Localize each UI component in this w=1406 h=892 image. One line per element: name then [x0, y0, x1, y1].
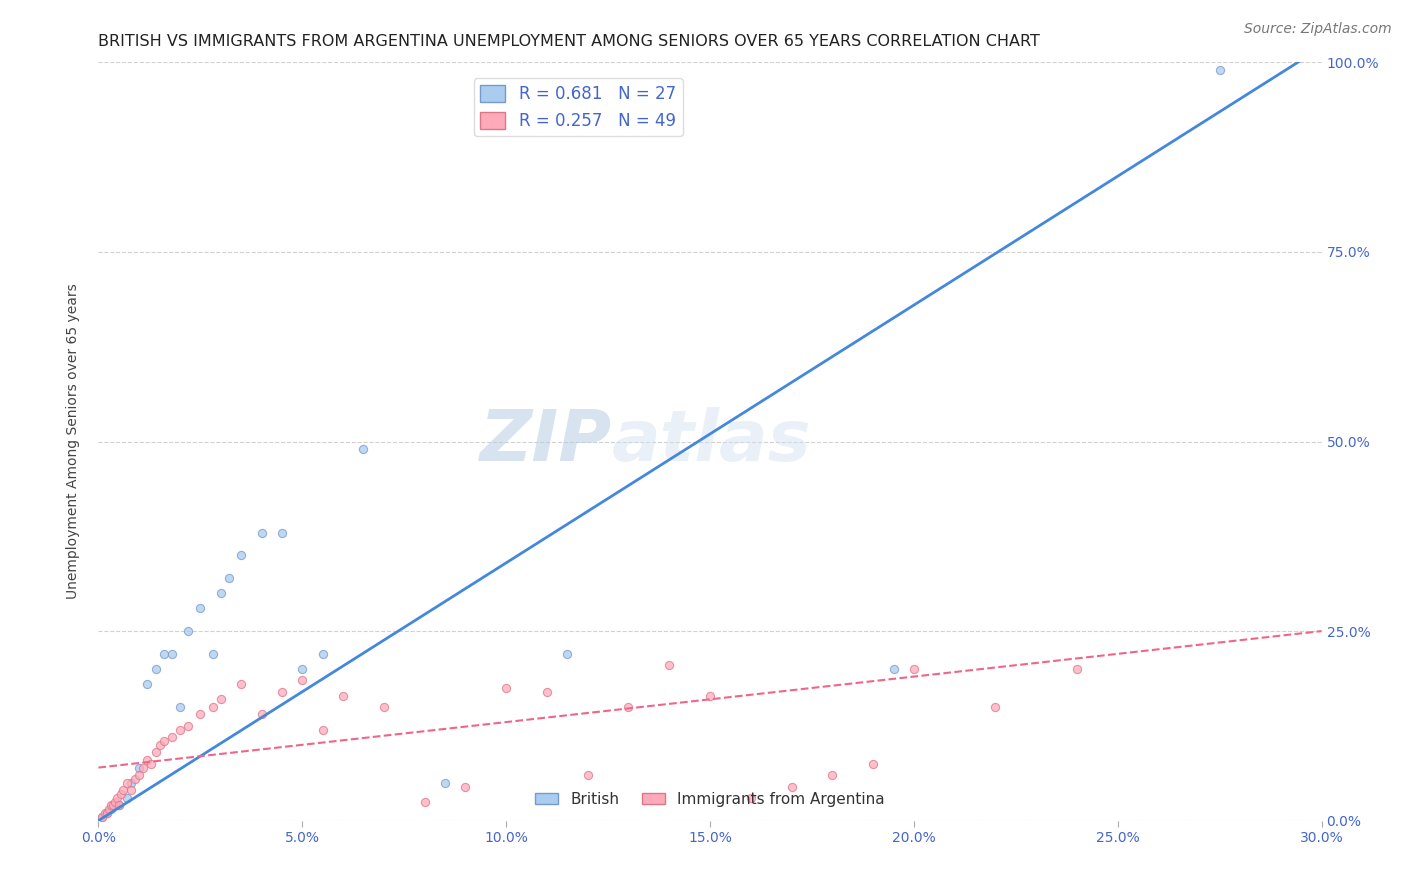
Point: [903, 662, 925, 676]
Point: [120, 783, 142, 797]
Point: [110, 787, 132, 801]
Point: [250, 707, 273, 722]
Point: [188, 601, 212, 615]
Point: [169, 699, 191, 714]
Point: [291, 662, 314, 676]
Point: [1208, 62, 1232, 77]
Point: [780, 780, 803, 794]
Point: [312, 723, 335, 737]
Point: [105, 791, 128, 805]
Y-axis label: Unemployment Among Seniors over 65 years: Unemployment Among Seniors over 65 years: [66, 284, 80, 599]
Point: [883, 662, 905, 676]
Point: [231, 548, 253, 563]
Point: [209, 586, 232, 600]
Point: [111, 783, 134, 797]
Point: [132, 760, 155, 774]
Text: BRITISH VS IMMIGRANTS FROM ARGENTINA UNEMPLOYMENT AMONG SENIORS OVER 65 YEARS CO: BRITISH VS IMMIGRANTS FROM ARGENTINA UNE…: [98, 34, 1040, 49]
Point: [149, 738, 172, 752]
Point: [128, 760, 150, 774]
Point: [91, 810, 114, 824]
Point: [1066, 662, 1088, 676]
Point: [128, 768, 150, 782]
Point: [177, 624, 200, 639]
Point: [740, 791, 762, 805]
Point: [201, 699, 224, 714]
Point: [124, 772, 146, 786]
Point: [699, 689, 721, 703]
Point: [291, 673, 314, 688]
Point: [96, 806, 118, 821]
Point: [100, 802, 122, 816]
Point: [555, 647, 579, 661]
Point: [177, 719, 200, 733]
Text: Source: ZipAtlas.com: Source: ZipAtlas.com: [1244, 22, 1392, 37]
Text: atlas: atlas: [612, 407, 811, 476]
Point: [862, 756, 884, 771]
Point: [576, 768, 599, 782]
Point: [413, 795, 436, 809]
Point: [373, 699, 395, 714]
Point: [108, 798, 131, 813]
Point: [433, 776, 456, 790]
Point: [115, 776, 138, 790]
Point: [218, 571, 240, 585]
Point: [108, 798, 131, 813]
Point: [536, 685, 558, 699]
Legend: British, Immigrants from Argentina: British, Immigrants from Argentina: [529, 786, 891, 813]
Point: [270, 525, 294, 540]
Point: [658, 658, 681, 673]
Point: [104, 795, 127, 809]
Point: [188, 707, 212, 722]
Point: [209, 692, 232, 706]
Point: [312, 647, 335, 661]
Point: [93, 806, 115, 821]
Point: [136, 753, 159, 767]
Point: [91, 810, 114, 824]
Point: [250, 525, 273, 540]
Point: [145, 746, 167, 760]
Point: [136, 677, 159, 691]
Point: [201, 647, 224, 661]
Point: [352, 442, 374, 457]
Point: [270, 685, 294, 699]
Point: [169, 723, 191, 737]
Point: [101, 798, 124, 813]
Point: [120, 776, 142, 790]
Text: ZIP: ZIP: [479, 407, 612, 476]
Point: [152, 734, 174, 748]
Point: [97, 802, 120, 816]
Point: [160, 647, 183, 661]
Point: [145, 662, 167, 676]
Point: [617, 699, 640, 714]
Point: [160, 730, 183, 744]
Point: [96, 806, 118, 821]
Point: [821, 768, 844, 782]
Point: [984, 699, 1007, 714]
Point: [152, 647, 174, 661]
Point: [100, 798, 122, 813]
Point: [231, 677, 253, 691]
Point: [454, 780, 477, 794]
Point: [115, 791, 138, 805]
Point: [141, 756, 163, 771]
Point: [332, 689, 354, 703]
Point: [495, 681, 517, 695]
